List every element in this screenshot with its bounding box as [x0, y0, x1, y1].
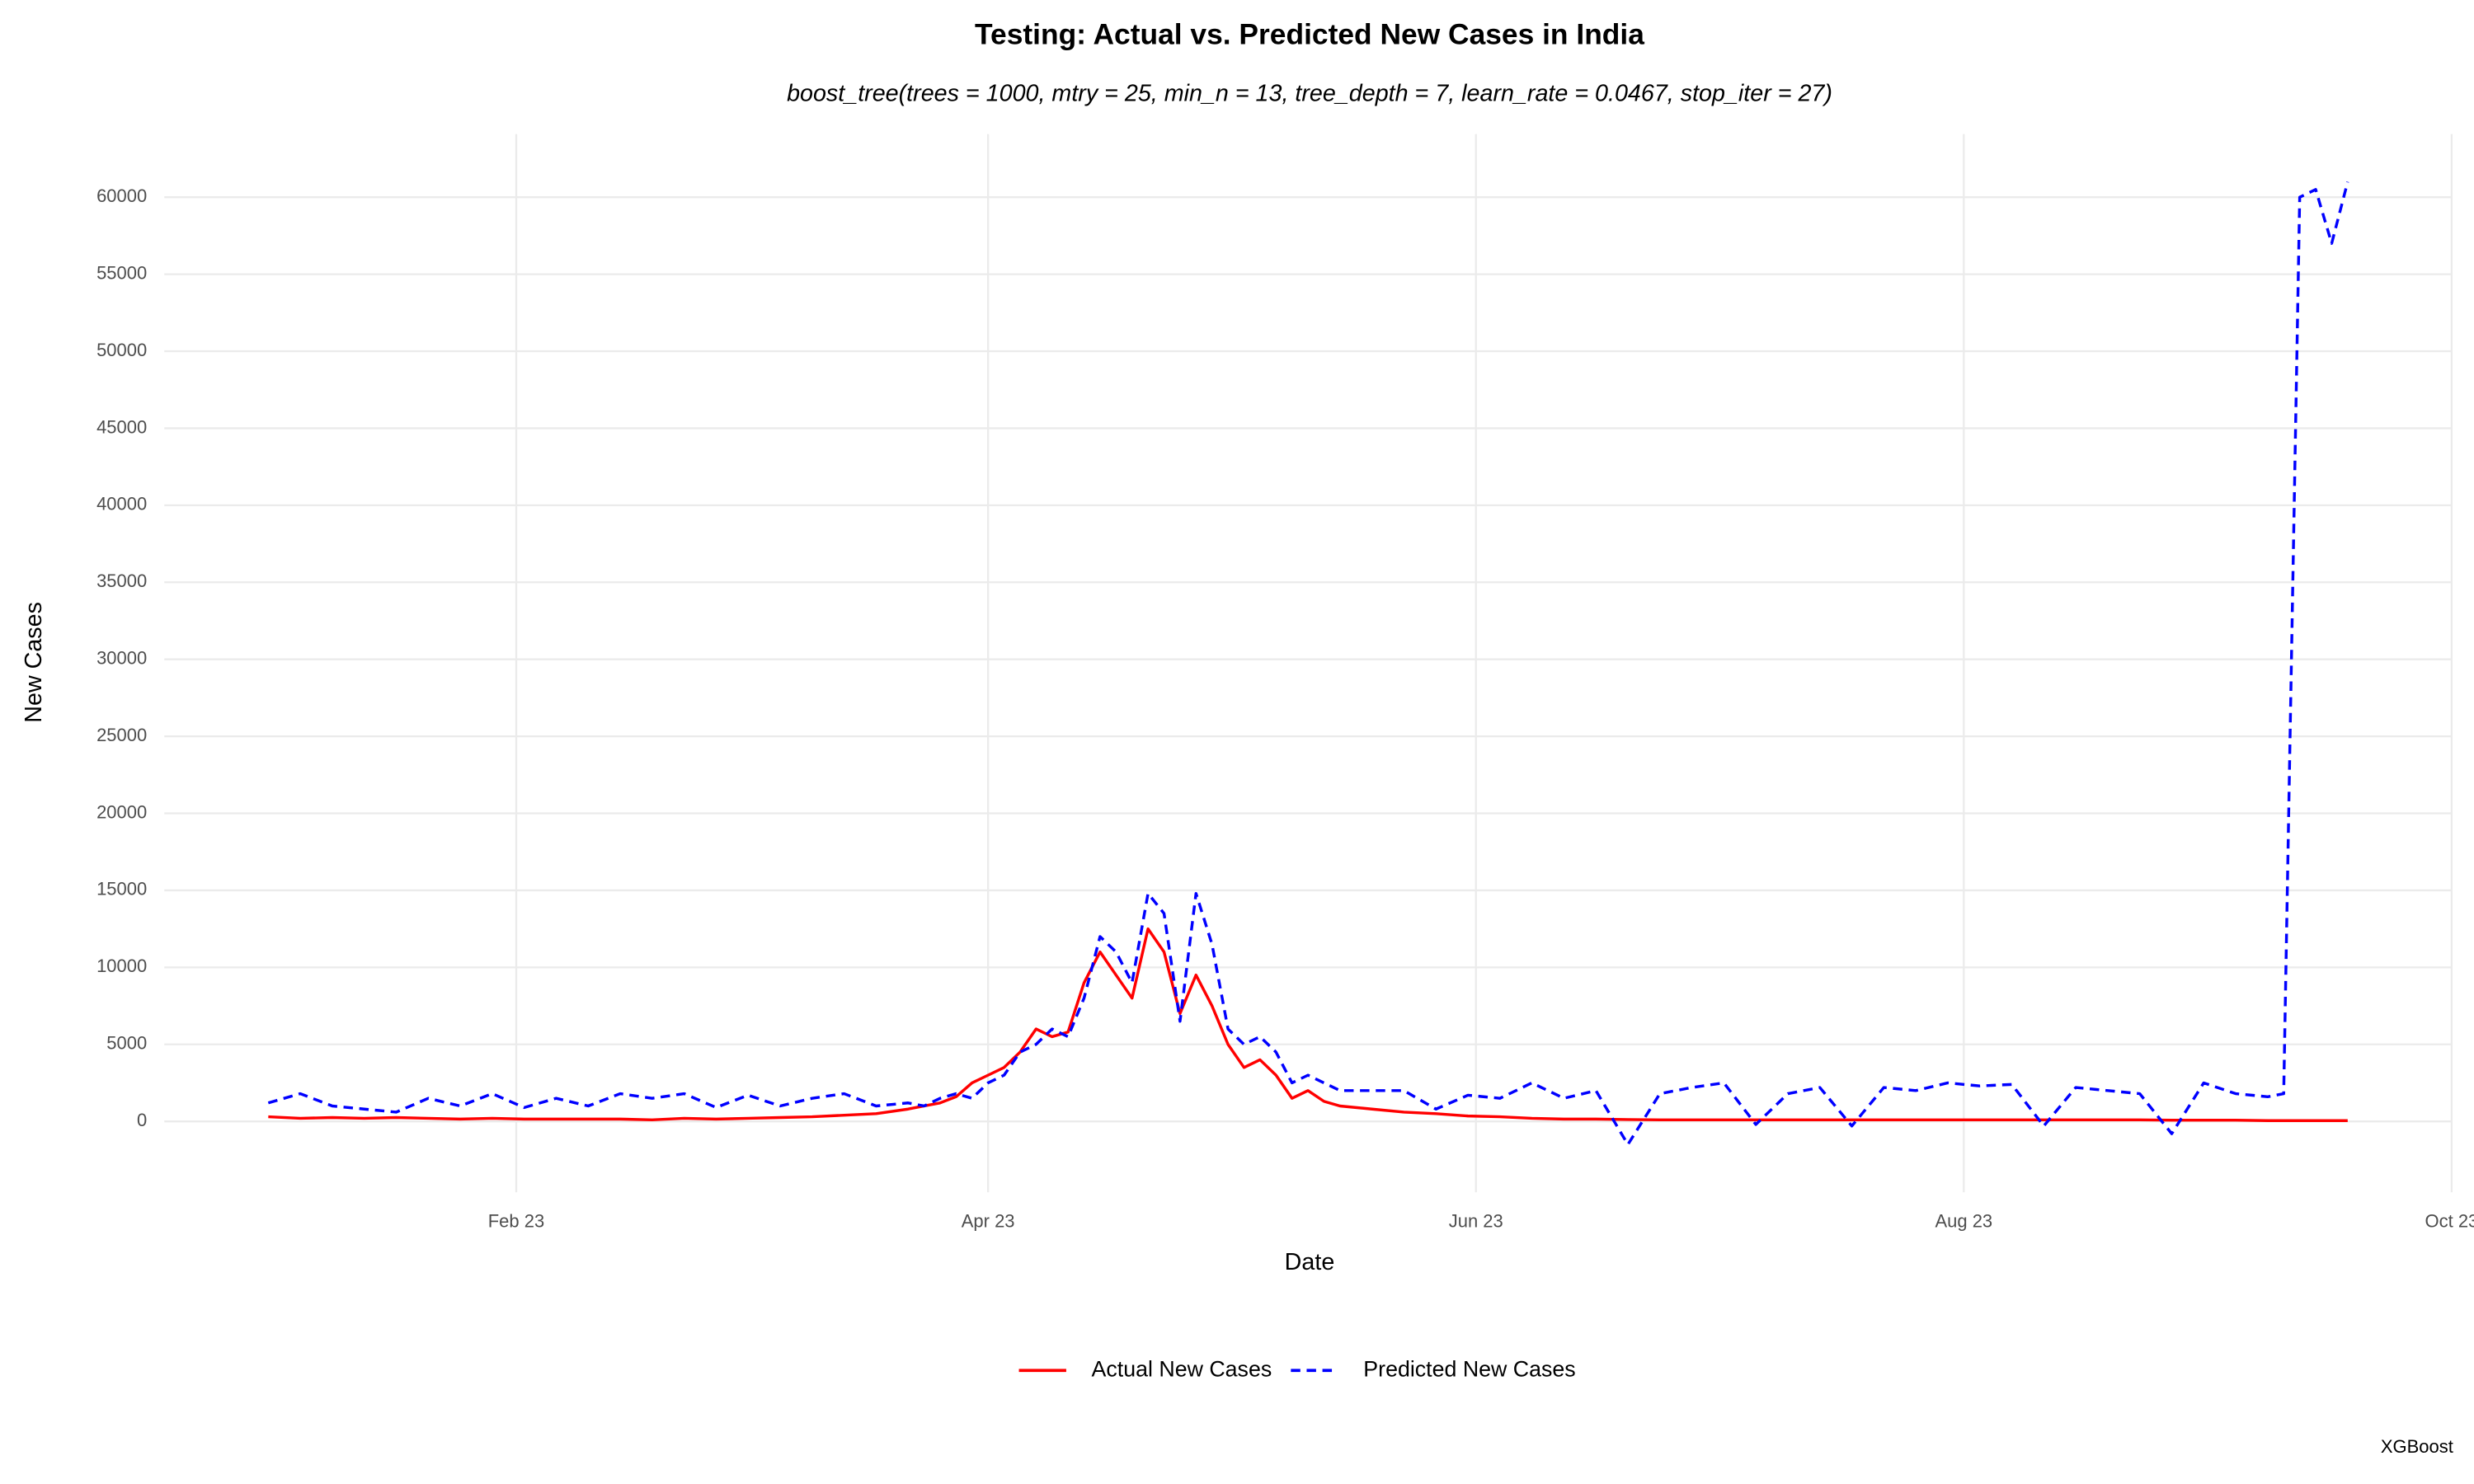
- x-tick-label: Apr 23: [962, 1210, 1015, 1231]
- data-line: [267, 181, 2349, 1146]
- plot-lines: [267, 181, 2349, 1146]
- legend-label: Predicted New Cases: [1363, 1356, 1575, 1381]
- x-tick-label: Feb 23: [488, 1210, 544, 1231]
- x-tick-label: Jun 23: [1449, 1210, 1503, 1231]
- chart-title: Testing: Actual vs. Predicted New Cases …: [975, 18, 1644, 50]
- y-axis-label: New Cases: [21, 602, 47, 723]
- caption: XGBoost: [2381, 1436, 2453, 1457]
- y-tick-label: 15000: [96, 879, 147, 899]
- legend: Actual New Cases Predicted New Cases: [1018, 1356, 1576, 1381]
- y-tick-label: 40000: [96, 494, 147, 514]
- y-tick-label: 10000: [96, 956, 147, 976]
- y-tick-label: 5000: [106, 1033, 147, 1054]
- y-tick-label: 45000: [96, 416, 147, 437]
- y-tick-label: 0: [137, 1110, 147, 1130]
- y-tick-label: 20000: [96, 801, 147, 822]
- legend-label: Actual New Cases: [1092, 1356, 1272, 1381]
- y-tick-label: 60000: [96, 186, 147, 206]
- y-tick-label: 30000: [96, 647, 147, 668]
- y-tick-label: 50000: [96, 340, 147, 360]
- chart-subtitle: boost_tree(trees = 1000, mtry = 25, min_…: [787, 80, 1832, 106]
- y-tick-label: 55000: [96, 262, 147, 283]
- grid: [164, 134, 2453, 1193]
- data-line: [268, 927, 2348, 1122]
- y-tick-label: 35000: [96, 571, 147, 591]
- x-tick-label: Aug 23: [1935, 1210, 1992, 1231]
- x-tick-label: Oct 23: [2425, 1210, 2474, 1231]
- y-tick-label: 25000: [96, 725, 147, 745]
- x-axis-label: Date: [1285, 1249, 1335, 1275]
